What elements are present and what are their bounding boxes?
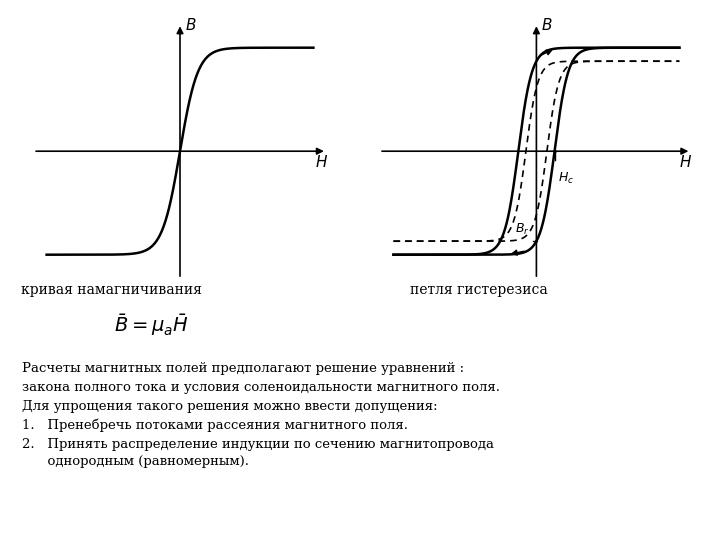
Text: B: B xyxy=(541,18,552,33)
Text: однородным (равномерным).: однородным (равномерным). xyxy=(22,455,248,468)
Text: $H_c$: $H_c$ xyxy=(558,171,575,186)
Text: B: B xyxy=(185,18,196,33)
Text: $\bar{B} = \mu_a \bar{H}$: $\bar{B} = \mu_a \bar{H}$ xyxy=(114,312,189,338)
Text: $B_r$: $B_r$ xyxy=(515,221,529,237)
Text: 2.   Принять распределение индукции по сечению магнитопровода: 2. Принять распределение индукции по сеч… xyxy=(22,438,494,451)
Text: Для упрощения такого решения можно ввести допущения:: Для упрощения такого решения можно ввест… xyxy=(22,400,437,413)
Text: 1.   Пренебречь потоками рассеяния магнитного поля.: 1. Пренебречь потоками рассеяния магнитн… xyxy=(22,418,408,432)
Text: закона полного тока и условия соленоидальности магнитного поля.: закона полного тока и условия соленоидал… xyxy=(22,381,500,394)
Text: Расчеты магнитных полей предполагают решение уравнений :: Расчеты магнитных полей предполагают реш… xyxy=(22,362,464,375)
Text: H: H xyxy=(315,154,327,170)
Text: кривая намагничивания: кривая намагничивания xyxy=(21,284,202,298)
Text: H: H xyxy=(679,154,690,170)
Text: петля гистерезиса: петля гистерезиса xyxy=(410,284,548,298)
